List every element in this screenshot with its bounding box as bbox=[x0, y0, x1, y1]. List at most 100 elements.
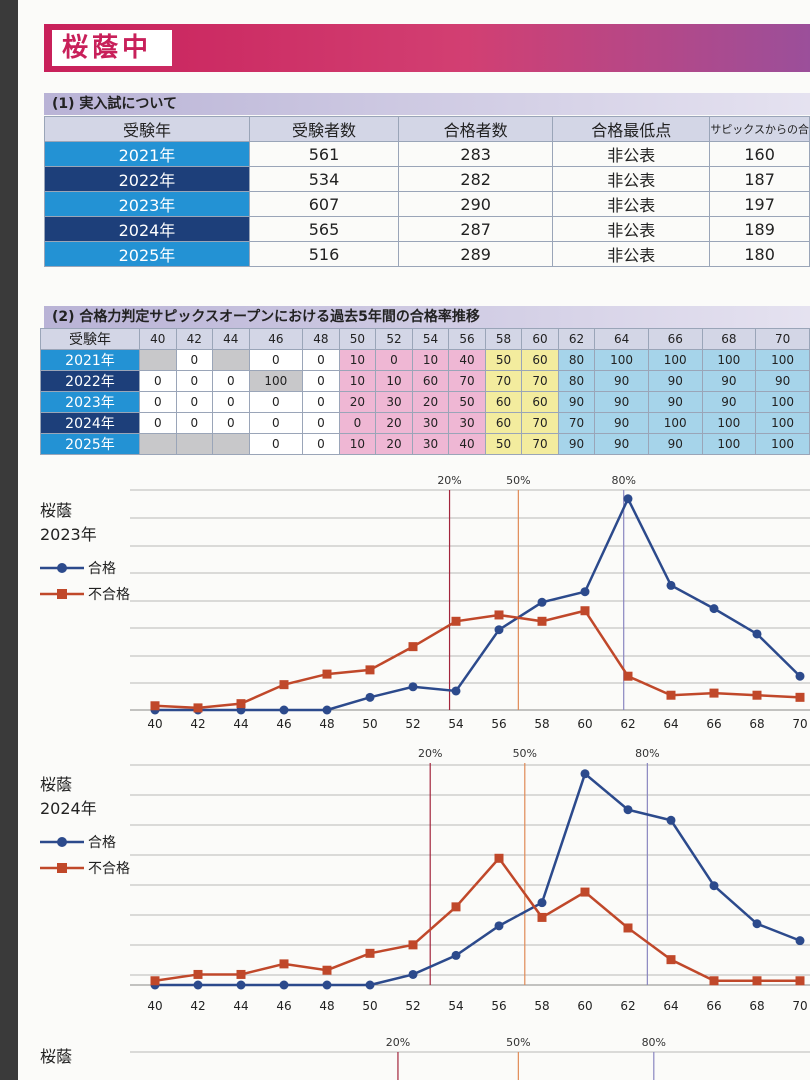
table-row: 2025年 516 289 非公表 180 bbox=[44, 241, 810, 267]
x-tick-label: 48 bbox=[319, 999, 334, 1013]
chart-title-year: 2023年 bbox=[40, 525, 97, 544]
x-tick-label: 66 bbox=[706, 717, 721, 731]
fail-point bbox=[623, 671, 633, 681]
pass-point bbox=[795, 936, 805, 946]
pass-point bbox=[537, 898, 547, 908]
fail-point bbox=[150, 976, 160, 986]
fail-point bbox=[365, 665, 375, 675]
rate-cell: 30 bbox=[448, 412, 486, 434]
pass-point bbox=[193, 980, 203, 990]
table-row: 2022年 534 282 非公表 187 bbox=[44, 166, 810, 192]
fail-point bbox=[408, 940, 418, 950]
header-sapix: サピックスからの合 bbox=[709, 116, 810, 142]
rate-cell: 0 bbox=[302, 349, 340, 371]
fail-series-line bbox=[154, 609, 801, 710]
score-header: 46 bbox=[248, 328, 304, 350]
fail-point bbox=[537, 912, 547, 922]
section2-heading: (2) 合格力判定サピックスオープンにおける過去5年間の合格率推移 bbox=[44, 306, 810, 328]
legend-pass-label: 合格 bbox=[88, 835, 116, 851]
pass-point bbox=[623, 494, 633, 504]
x-tick-label: 70 bbox=[792, 999, 807, 1013]
x-tick-label: 54 bbox=[448, 999, 463, 1013]
fail-point bbox=[236, 969, 246, 979]
fail-point bbox=[279, 680, 289, 690]
x-tick-label: 62 bbox=[620, 717, 635, 731]
table-row: 2021年 0 0 0 10 0 10 40 50 60 80 100 100 100 100 bbox=[40, 349, 810, 371]
rate-cell: 90 bbox=[594, 433, 649, 455]
corner-cell: 受験年 bbox=[40, 328, 140, 350]
pass-point bbox=[408, 969, 418, 979]
sapix-cell: 180 bbox=[709, 241, 810, 267]
rate-cell bbox=[212, 349, 250, 371]
legend-pass-marker bbox=[57, 837, 67, 847]
fail-point bbox=[623, 923, 633, 933]
rate-cell: 90 bbox=[755, 370, 810, 392]
x-tick-label: 58 bbox=[534, 999, 549, 1013]
chart-title-year: 2024年 bbox=[40, 799, 97, 818]
score-header: 60 bbox=[521, 328, 559, 350]
x-tick-label: 44 bbox=[233, 717, 248, 731]
fail-point bbox=[193, 703, 203, 713]
year-cell: 2022年 bbox=[44, 166, 250, 192]
reference-label: 20% bbox=[386, 1036, 410, 1049]
examinees-cell: 516 bbox=[248, 241, 400, 267]
rate-cell: 90 bbox=[557, 433, 596, 455]
rate-cell: 90 bbox=[594, 370, 649, 392]
page-title: 桜蔭中 bbox=[52, 30, 172, 66]
score-header: 52 bbox=[375, 328, 413, 350]
fail-point bbox=[752, 976, 762, 986]
rate-cell: 100 bbox=[647, 412, 703, 434]
min-score-cell: 非公表 bbox=[552, 241, 711, 267]
rate-cell: 100 bbox=[755, 433, 810, 455]
fail-point bbox=[322, 669, 332, 679]
pass-point bbox=[279, 705, 289, 715]
score-header: 66 bbox=[647, 328, 703, 350]
legend-fail-marker bbox=[57, 589, 67, 599]
fail-point bbox=[365, 948, 375, 958]
fail-point bbox=[494, 853, 504, 863]
fail-point bbox=[666, 690, 676, 700]
pass-point bbox=[451, 686, 461, 696]
score-header: 44 bbox=[212, 328, 250, 350]
x-tick-label: 62 bbox=[620, 999, 635, 1013]
rate-cell: 90 bbox=[647, 391, 703, 413]
rate-cell: 0 bbox=[212, 412, 250, 434]
reference-label: 50% bbox=[513, 747, 537, 760]
x-tick-label: 68 bbox=[749, 717, 764, 731]
rate-cell: 0 bbox=[375, 349, 413, 371]
rate-cell: 10 bbox=[375, 370, 413, 392]
min-score-cell: 非公表 bbox=[552, 216, 711, 242]
year-cell: 2021年 bbox=[40, 349, 140, 371]
passed-cell: 287 bbox=[398, 216, 554, 242]
rate-cell: 40 bbox=[448, 433, 486, 455]
min-score-cell: 非公表 bbox=[552, 166, 711, 192]
fail-point bbox=[580, 887, 590, 897]
table-row: 2022年 0 0 0 100 0 10 10 60 70 70 70 80 90 90 90 90 bbox=[40, 370, 810, 392]
fail-point bbox=[795, 976, 805, 986]
rate-cell: 40 bbox=[448, 349, 486, 371]
fail-point bbox=[795, 692, 805, 702]
fail-point bbox=[408, 642, 418, 652]
fail-point bbox=[666, 955, 676, 965]
year-cell: 2025年 bbox=[40, 433, 140, 455]
rate-cell: 90 bbox=[647, 433, 703, 455]
rate-cell: 0 bbox=[248, 433, 304, 455]
rate-cell: 70 bbox=[448, 370, 486, 392]
sapix-cell: 197 bbox=[709, 191, 810, 217]
pass-point bbox=[752, 629, 762, 639]
pass-point bbox=[322, 705, 332, 715]
score-header: 64 bbox=[594, 328, 649, 350]
pass-series-line bbox=[155, 771, 801, 987]
fail-point bbox=[279, 959, 289, 969]
x-tick-label: 56 bbox=[491, 999, 506, 1013]
pass-point bbox=[666, 580, 676, 590]
examinees-cell: 561 bbox=[248, 141, 400, 167]
x-tick-label: 40 bbox=[147, 717, 162, 731]
score-header: 40 bbox=[139, 328, 177, 350]
rate-cell: 60 bbox=[521, 349, 559, 371]
rate-cell: 0 bbox=[248, 412, 304, 434]
legend-pass-marker bbox=[57, 563, 67, 573]
rate-cell: 30 bbox=[411, 433, 450, 455]
rate-cell: 90 bbox=[594, 391, 649, 413]
x-tick-label: 50 bbox=[362, 999, 377, 1013]
